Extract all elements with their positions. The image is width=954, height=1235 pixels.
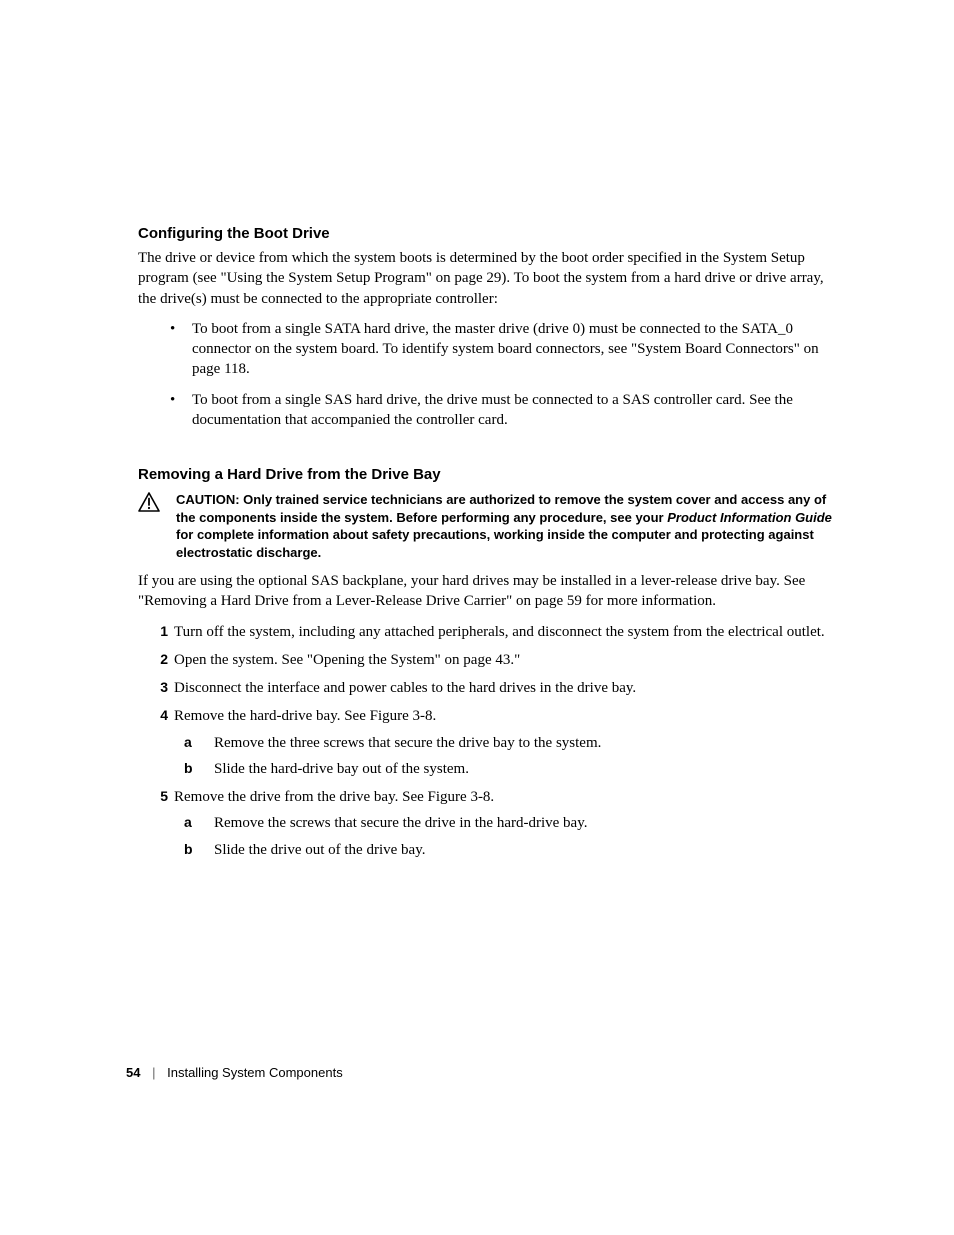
substep-text: Remove the screws that secure the drive …: [214, 815, 587, 831]
page-footer: 54 | Installing System Components: [126, 1065, 343, 1080]
step-number: 4: [148, 706, 168, 725]
body-paragraph: If you are using the optional SAS backpl…: [138, 571, 839, 612]
substep-item: b Slide the hard-drive bay out of the sy…: [174, 759, 839, 779]
numbered-list: 1 Turn off the system, including any att…: [138, 622, 839, 860]
document-page: Configuring the Boot Drive The drive or …: [0, 0, 954, 1235]
lettered-list: a Remove the three screws that secure th…: [174, 733, 839, 780]
substep-item: b Slide the drive out of the drive bay.: [174, 840, 839, 860]
caution-icon: [138, 492, 160, 517]
caution-post: for complete information about safety pr…: [176, 527, 814, 560]
step-item: 4 Remove the hard-drive bay. See Figure …: [138, 706, 839, 779]
step-item: 5 Remove the drive from the drive bay. S…: [138, 787, 839, 860]
step-number: 5: [148, 787, 168, 806]
step-number: 3: [148, 678, 168, 697]
substep-text: Slide the hard-drive bay out of the syst…: [214, 761, 469, 777]
step-item: 2 Open the system. See "Opening the Syst…: [138, 650, 839, 670]
section-heading-removing-drive: Removing a Hard Drive from the Drive Bay: [138, 466, 839, 483]
footer-separator: |: [152, 1065, 155, 1080]
substep-item: a Remove the screws that secure the driv…: [174, 813, 839, 833]
substep-text: Remove the three screws that secure the …: [214, 735, 601, 751]
page-number: 54: [126, 1065, 140, 1080]
step-number: 2: [148, 650, 168, 669]
step-text: Open the system. See "Opening the System…: [174, 652, 520, 668]
substep-letter: a: [184, 813, 192, 832]
footer-title: Installing System Components: [167, 1065, 343, 1080]
step-item: 1 Turn off the system, including any att…: [138, 622, 839, 642]
bullet-item: To boot from a single SAS hard drive, th…: [156, 390, 839, 431]
section-heading-boot-drive: Configuring the Boot Drive: [138, 225, 839, 242]
substep-letter: a: [184, 733, 192, 752]
caution-italic: Product Information Guide: [667, 510, 832, 525]
step-text: Remove the drive from the drive bay. See…: [174, 789, 494, 805]
step-text: Remove the hard-drive bay. See Figure 3-…: [174, 708, 436, 724]
bullet-item: To boot from a single SATA hard drive, t…: [156, 319, 839, 380]
substep-text: Slide the drive out of the drive bay.: [214, 842, 425, 858]
step-number: 1: [148, 622, 168, 641]
caution-block: CAUTION: Only trained service technician…: [138, 491, 839, 561]
step-text: Disconnect the interface and power cable…: [174, 680, 636, 696]
step-text: Turn off the system, including any attac…: [174, 624, 825, 640]
body-paragraph: The drive or device from which the syste…: [138, 248, 839, 309]
caution-text: CAUTION: Only trained service technician…: [176, 491, 839, 561]
step-item: 3 Disconnect the interface and power cab…: [138, 678, 839, 698]
substep-item: a Remove the three screws that secure th…: [174, 733, 839, 753]
bullet-list: To boot from a single SATA hard drive, t…: [138, 319, 839, 430]
lettered-list: a Remove the screws that secure the driv…: [174, 813, 839, 860]
caution-label: CAUTION:: [176, 492, 240, 507]
substep-letter: b: [184, 840, 193, 859]
substep-letter: b: [184, 759, 193, 778]
